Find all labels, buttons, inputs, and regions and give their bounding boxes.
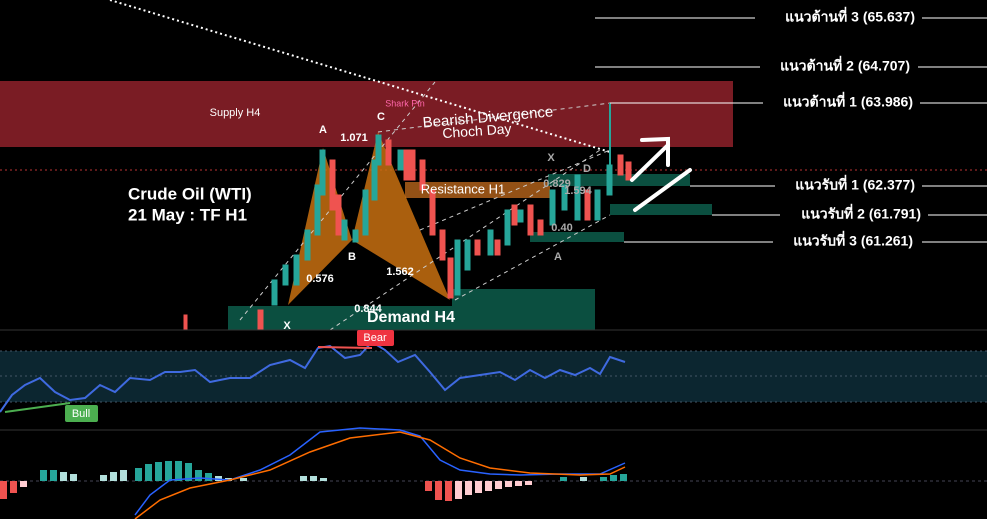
shark-label: Shark Ptn: [385, 98, 425, 108]
bear-badge: [357, 330, 394, 346]
resistance-zone: [405, 182, 550, 198]
macd-hist-down: [0, 481, 452, 501]
demand-zone: [228, 306, 595, 330]
point-label: X: [283, 320, 291, 332]
ratio-label: 0.576: [306, 273, 334, 285]
level-label: แนวต้านที่ 3 (65.637): [785, 7, 915, 25]
demand-label: Demand H4: [367, 309, 455, 326]
point-label: C: [377, 111, 385, 123]
support-zone-2: [610, 204, 712, 215]
arrows: [630, 136, 692, 212]
bull-badge: [65, 405, 98, 422]
macd-hist-fade: [60, 470, 587, 481]
macd-hist-up: [40, 461, 627, 481]
level-label: แนวรับที่ 1 (62.377): [795, 175, 915, 193]
trend-line: [109, 0, 611, 153]
macd-hist-fade-down: [20, 481, 532, 499]
ratio-label: 1.071: [340, 132, 368, 144]
demand-zone-upper: [452, 289, 595, 306]
signal-line: [134, 431, 626, 519]
point-label: A: [554, 251, 562, 263]
point-label: B: [348, 251, 356, 263]
resistance-label: Resistance H1: [421, 181, 506, 196]
subtitle: 21 May : TF H1: [128, 205, 247, 224]
point-label: X: [547, 152, 555, 164]
title: Crude Oil (WTI): [128, 184, 252, 203]
ratio-label: 0.829: [543, 178, 571, 190]
bear-divergence: [317, 346, 373, 349]
level-label: แนวต้านที่ 2 (64.707): [780, 56, 910, 74]
level-label: แนวต้านที่ 1 (63.986): [783, 92, 913, 110]
level-lines: [595, 17, 987, 243]
bull-divergence: [4, 402, 71, 413]
point-label: D: [583, 163, 591, 175]
bear-label: Bear: [363, 332, 387, 344]
ratio-label: 0.844: [354, 303, 382, 315]
supply-label: Supply H4: [210, 107, 261, 119]
support-zone-3: [530, 232, 624, 242]
point-label: A: [319, 124, 327, 136]
support-zone-1: [548, 174, 690, 186]
level-label: แนวรับที่ 3 (61.261): [793, 231, 913, 249]
choch-label: Choch Day: [442, 120, 512, 141]
ratio-label: 1.562: [386, 266, 414, 278]
macd-line: [134, 427, 626, 516]
candles-up: [271, 134, 613, 306]
bull-label: Bull: [72, 408, 90, 420]
ratio-label: 0.40: [551, 222, 572, 234]
rsi-band: [0, 351, 987, 402]
level-label: แนวรับที่ 2 (61.791): [801, 204, 921, 222]
ratio-label: 1.594: [564, 185, 592, 197]
